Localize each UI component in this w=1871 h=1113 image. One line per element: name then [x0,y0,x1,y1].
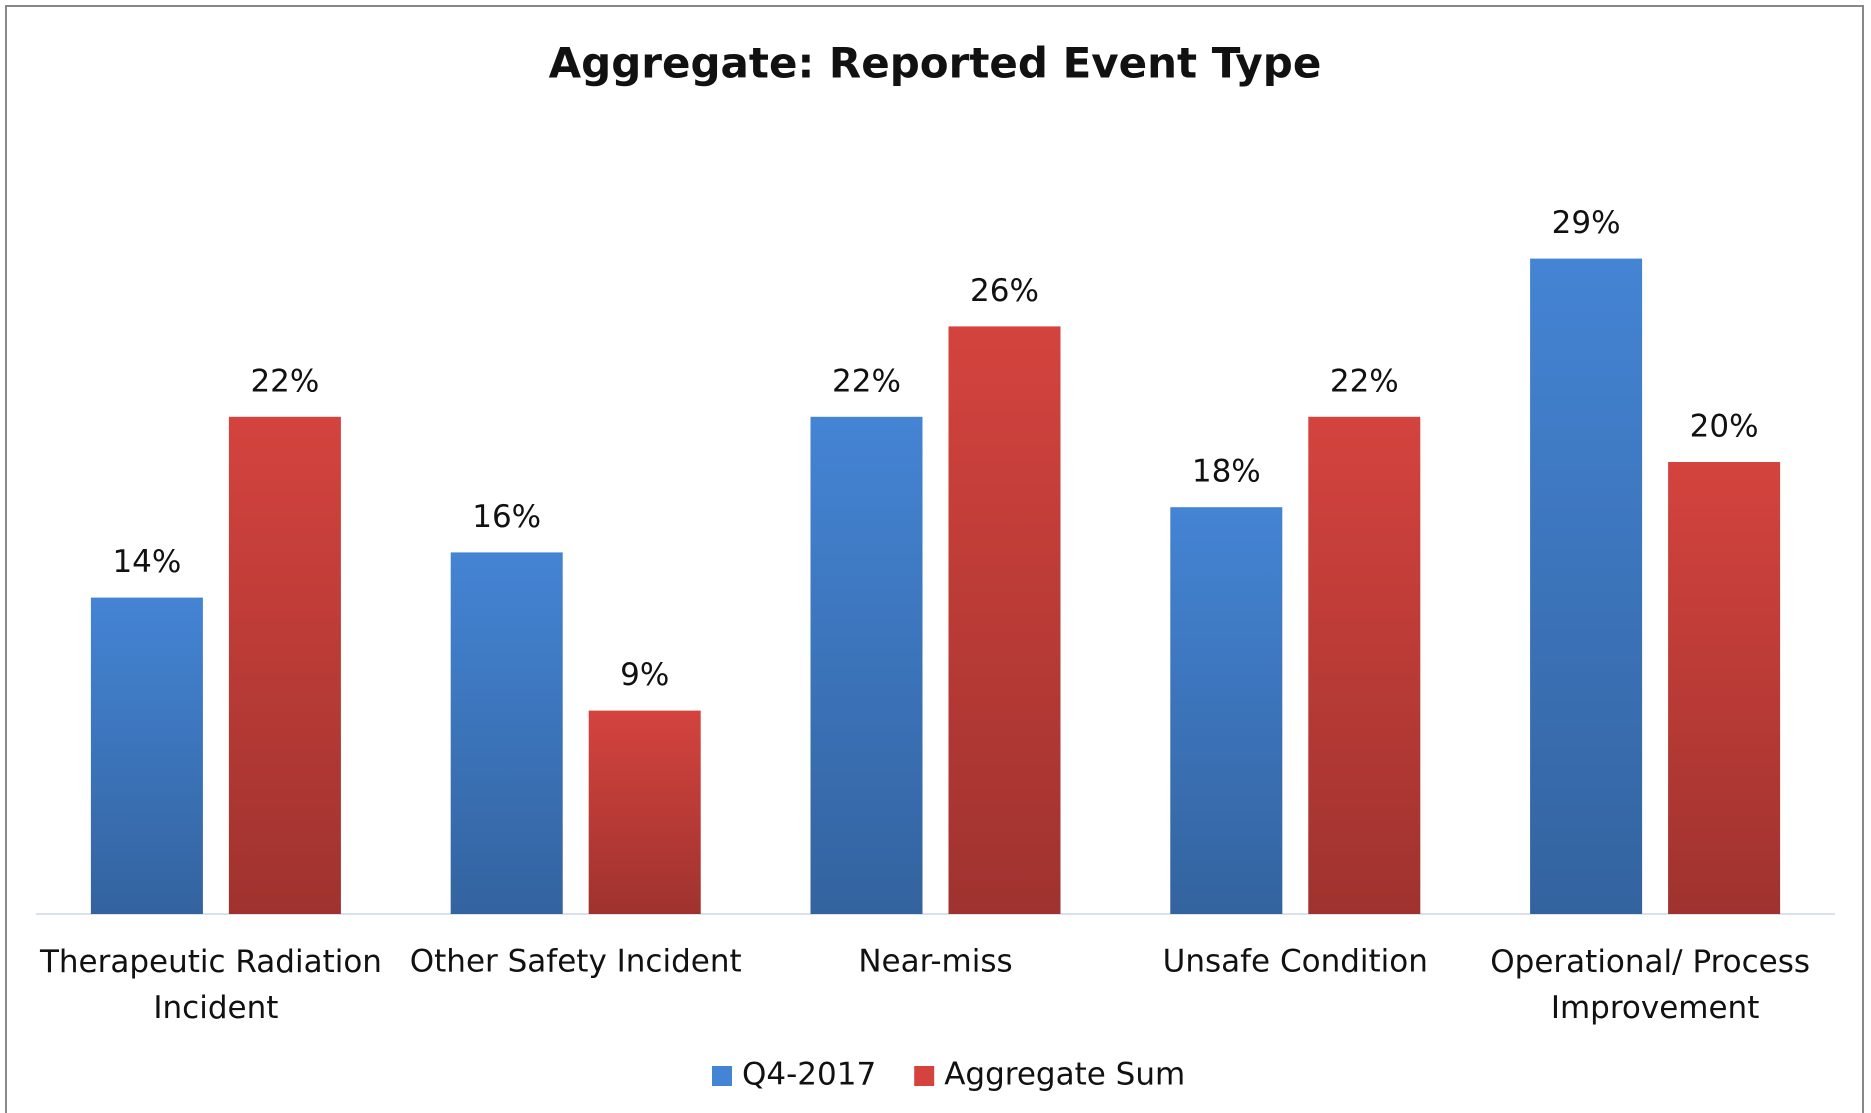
bar-shade [1668,462,1781,914]
data-label: 22% [1330,363,1399,399]
legend-label: Aggregate Sum [944,1057,1185,1093]
bar-shade [228,416,341,914]
bar-shade [1530,258,1643,915]
legend-label: Q4-2017 [742,1057,876,1093]
data-label: 29% [1552,205,1621,241]
data-label: 16% [472,499,541,535]
x-tick-label: Near-miss [858,944,1012,980]
x-tick-label: Other Safety Incident [410,944,742,980]
x-tick-label: Operational/ Process Improvement [1490,944,1820,1026]
data-label: 14% [112,544,181,580]
bar-shade [1170,507,1283,914]
data-label: 22% [250,363,319,399]
bar-shade [948,326,1061,914]
bar-shade [1308,416,1421,914]
chart-title: Aggregate: Reported Event Type [549,39,1322,88]
data-label: 18% [1192,454,1261,490]
legend-swatch [712,1066,732,1086]
data-label: 20% [1690,409,1759,445]
bar-shade [810,416,923,914]
data-label: 22% [832,363,901,399]
data-label: 26% [970,273,1039,309]
data-label: 9% [620,657,669,693]
bar-shade [90,597,203,914]
bar-shade [588,710,701,914]
legend-swatch [914,1066,935,1086]
x-tick-label: Unsafe Condition [1163,944,1428,980]
chart-border [5,5,1864,1113]
bar-shade [450,552,563,914]
x-tick-label: Therapeutic Radiation Incident [39,944,392,1026]
